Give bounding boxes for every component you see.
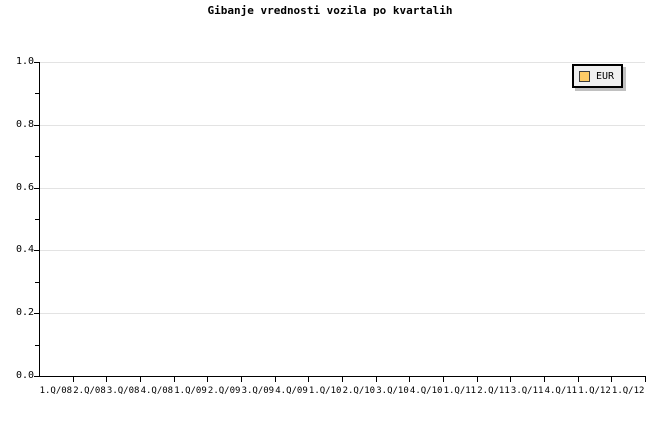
y-axis-tick-label: 0.2 [15,307,34,318]
x-axis-tick [443,377,444,382]
x-axis-tick-label: 1.Q/11 [443,386,477,396]
y-axis-tick-label: 0.0 [15,370,34,381]
x-axis-tick-label: 1.Q/12 [578,386,611,396]
x-axis-tick-label: 3.Q/08 [106,386,140,396]
y-axis-minor-tick [35,219,39,220]
x-axis-tick [275,377,276,382]
y-axis-tick-label: 1.0 [15,56,34,67]
x-axis-tick [140,377,141,382]
legend-label-eur: EUR [596,70,615,82]
chart-title: Gibanje vrednosti vozila po kvartalih [207,4,453,17]
x-axis-tick [207,377,208,382]
y-axis-tick-label: 0.4 [15,244,34,255]
y-axis-minor-tick [35,93,39,94]
x-axis-tick [342,377,343,382]
y-axis-line [39,62,40,377]
x-axis-tick [174,377,175,382]
x-axis-tick-label: 4.Q/10 [409,386,443,396]
x-axis-tick-label: 2.Q/08 [73,386,106,396]
y-axis-tick [34,62,39,63]
x-axis-tick [73,377,74,382]
x-axis-tick [544,377,545,382]
x-axis-tick [106,377,107,382]
gridline [40,188,645,189]
x-axis-tick-label: 2.Q/09 [207,386,241,396]
y-axis-minor-tick [35,345,39,346]
plot-area [39,62,645,376]
x-axis-tick [308,377,309,382]
x-axis-tick [510,377,511,382]
x-axis-tick [611,377,612,382]
y-axis-labels: 0.0 0.2 0.4 0.6 0.8 1.0 [0,0,34,440]
x-axis-tick-label: 4.Q/09 [275,386,308,396]
y-axis-minor-tick [35,282,39,283]
x-axis-tick [645,377,646,382]
x-axis-tick-label: 4.Q/11 [544,386,578,396]
gridline [40,125,645,126]
gridline [40,313,645,314]
x-axis-tick-label: 1.Q/12 [611,386,645,396]
x-axis-tick [376,377,377,382]
x-axis-tick-label: 2.Q/10 [342,386,376,396]
y-axis-tick [34,250,39,251]
chart-legend[interactable]: EUR [572,64,624,88]
y-axis-tick [34,313,39,314]
gridline [40,250,645,251]
y-axis-tick-label: 0.6 [15,182,34,193]
y-axis-tick [34,188,39,189]
y-axis-minor-tick [35,156,39,157]
x-axis-tick-label: 2.Q/11 [477,386,510,396]
x-axis-tick [477,377,478,382]
x-axis-tick [409,377,410,382]
x-axis-tick-label: 3.Q/10 [376,386,409,396]
y-axis-tick [34,125,39,126]
x-axis-tick-label: 1.Q/09 [174,386,207,396]
x-axis-tick-label: 3.Q/09 [241,386,275,396]
x-axis-line [39,376,646,377]
x-axis-tick-label: 1.Q/10 [308,386,342,396]
x-axis-tick-label: 4.Q/08 [140,386,174,396]
gridline [40,62,645,63]
y-axis-tick [34,376,39,377]
y-axis-tick-label: 0.8 [15,119,34,130]
x-axis-tick [578,377,579,382]
x-axis-tick-label: 1.Q/08 [39,386,73,396]
legend-swatch-eur [579,70,590,82]
x-axis-tick [241,377,242,382]
x-axis-tick-label: 3.Q/11 [510,386,544,396]
